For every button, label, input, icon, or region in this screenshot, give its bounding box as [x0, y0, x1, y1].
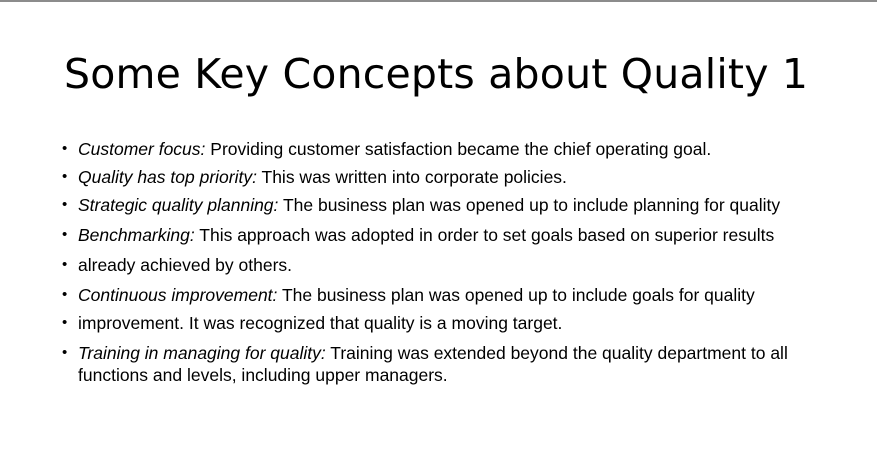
bullet-term: Strategic quality planning: [78, 195, 279, 215]
bullet-list: • Customer focus: Providing customer sati… [62, 138, 822, 392]
bullet-item: • Customer focus: Providing customer sati… [62, 138, 822, 160]
bullet-text: The business plan was opened up to inclu… [277, 285, 755, 305]
bullet-term: Continuous improvement: [78, 285, 278, 305]
top-border-line [0, 0, 877, 2]
bullet-item: • already achieved by others. [62, 254, 822, 276]
bullet-text: Providing customer satisfaction became t… [205, 139, 712, 159]
bullet-item: • improvement. It was recognized that qua… [62, 312, 822, 334]
bullet-dot-icon: • [62, 140, 68, 157]
bullet-dot-icon: • [62, 226, 68, 243]
bullet-item: • Training in managing for quality: Train… [62, 342, 822, 386]
bullet-item: • Benchmarking: This approach was adopted… [62, 224, 822, 246]
bullet-text: This approach was adopted in order to se… [194, 225, 775, 245]
bullet-text: This was written into corporate policies… [256, 167, 567, 187]
bullet-item: • Continuous improvement: The business pl… [62, 284, 822, 306]
bullet-dot-icon: • [62, 286, 68, 303]
slide-title: Some Key Concepts about Quality 1 [64, 50, 809, 98]
bullet-text: improvement. It was recognized that qual… [78, 313, 563, 333]
bullet-term: Quality has top priority: [78, 167, 257, 187]
bullet-text: already achieved by others. [78, 255, 293, 275]
bullet-dot-icon: • [62, 314, 68, 331]
bullet-term: Customer focus: [78, 139, 206, 159]
bullet-dot-icon: • [62, 168, 68, 185]
bullet-term: Training in managing for quality: [78, 343, 326, 363]
bullet-item: • Quality has top priority: This was writ… [62, 166, 822, 188]
bullet-dot-icon: • [62, 256, 68, 273]
bullet-dot-icon: • [62, 344, 68, 361]
bullet-item: • Strategic quality planning: The busines… [62, 194, 822, 216]
bullet-dot-icon: • [62, 196, 68, 213]
bullet-text: The business plan was opened up to inclu… [278, 195, 781, 215]
bullet-term: Benchmarking: [78, 225, 195, 245]
bullet-text: Training was extended beyond the quality… [78, 343, 788, 385]
